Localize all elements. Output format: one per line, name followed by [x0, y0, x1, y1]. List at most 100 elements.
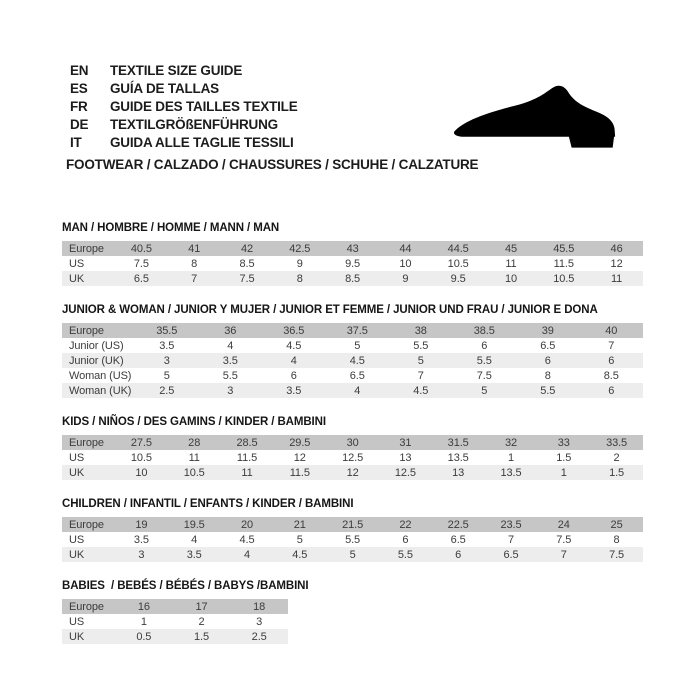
- size-value: 25: [610, 518, 623, 531]
- table-row: Junior (UK) 3 3.5 4 4.5 5 5.5 6 6: [62, 353, 643, 368]
- size-value: 7.5: [609, 548, 625, 561]
- size-value: 6: [290, 369, 297, 382]
- size-value: 12: [346, 466, 359, 479]
- language-row: ES GUÍA DE TALLAS: [70, 79, 298, 97]
- size-value: 10: [504, 272, 517, 285]
- size-value: 7.5: [476, 369, 492, 382]
- section-title: JUNIOR & WOMAN / JUNIOR Y MUJER / JUNIOR…: [62, 304, 598, 316]
- size-value: 10.5: [447, 257, 469, 270]
- size-value: 28.5: [236, 436, 258, 449]
- size-value: 12: [610, 257, 623, 270]
- size-value: 21: [293, 518, 306, 531]
- size-value: 13.5: [500, 466, 522, 479]
- size-value: 7: [560, 548, 567, 561]
- size-value: 7.5: [556, 533, 572, 546]
- size-value: 5.5: [397, 548, 413, 561]
- size-value: 40.5: [130, 242, 152, 255]
- table-row: Europe 27.5 28 28.5 29.5 30 31 31.5 32 33 33.5: [62, 435, 643, 450]
- row-label: Europe: [69, 242, 104, 255]
- size-value: 8: [613, 533, 620, 546]
- size-value: 27.5: [130, 436, 152, 449]
- size-value: 11: [610, 272, 623, 285]
- language-row: EN TEXTILE SIZE GUIDE: [70, 61, 298, 79]
- size-value: 11: [241, 466, 253, 479]
- size-value: 6: [608, 354, 615, 367]
- size-value: 44: [399, 242, 412, 255]
- size-value: 3: [256, 615, 263, 628]
- size-value: 5.5: [345, 533, 361, 546]
- size-value: 36.5: [283, 324, 305, 337]
- size-value: 5.5: [476, 354, 492, 367]
- size-value: 36: [224, 324, 237, 337]
- table-row: Europe 40.5 41 42 42.5 43 44 44.5 45 45.5 46: [62, 241, 643, 256]
- row-label: US: [69, 451, 85, 464]
- size-value: 1.5: [194, 630, 209, 643]
- size-value: 30: [346, 436, 359, 449]
- table-row: UK 6.5 7 7.5 8 8.5 9 9.5 10 10.5 11: [62, 271, 643, 286]
- size-value: 29.5: [289, 436, 311, 449]
- size-value: 11.5: [236, 451, 258, 464]
- row-label: Woman (UK): [69, 384, 132, 397]
- size-value: 23.5: [500, 518, 522, 531]
- row-label: Europe: [69, 600, 104, 613]
- size-value: 12.5: [342, 451, 364, 464]
- table-row: Europe 19 19.5 20 21 21.5 22 22.5 23.5 24 25: [62, 517, 643, 532]
- size-value: 3.5: [159, 339, 175, 352]
- size-value: 4: [354, 384, 361, 397]
- size-value: 3.5: [186, 548, 202, 561]
- size-value: 42.5: [289, 242, 311, 255]
- size-value: 7.5: [133, 257, 149, 270]
- row-label: UK: [69, 548, 85, 561]
- size-value: 7: [191, 272, 198, 285]
- size-value: 13: [452, 466, 465, 479]
- size-value: 4: [227, 339, 234, 352]
- table-row: Junior (US) 3.5 4 4.5 5 5.5 6 6.5 7: [62, 338, 643, 353]
- size-value: 8: [296, 272, 303, 285]
- size-value: 8.5: [603, 369, 619, 382]
- size-value: 7.5: [239, 272, 255, 285]
- language-label: GUÍA DE TALLAS: [110, 80, 219, 96]
- size-value: 3.5: [133, 533, 149, 546]
- section-title: CHILDREN / INFANTIL / ENFANTS / KINDER /…: [62, 498, 354, 510]
- table-row: US 7.5 8 8.5 9 9.5 10 10.5 11 11.5 12: [62, 256, 643, 271]
- size-value: 5.5: [413, 339, 429, 352]
- size-value: 8.5: [345, 272, 361, 285]
- size-value: 7: [417, 369, 424, 382]
- size-value: 22.5: [447, 518, 469, 531]
- size-value: 5.5: [540, 384, 556, 397]
- size-value: 45: [504, 242, 517, 255]
- size-value: 3.5: [286, 384, 302, 397]
- size-value: 6.5: [540, 339, 556, 352]
- size-section: CHILDREN / INFANTIL / ENFANTS / KINDER /…: [62, 498, 643, 562]
- table-row: UK 10 10.5 11 11.5 12 12.5 13 13.5 1 1.5: [62, 465, 643, 480]
- size-value: 3.5: [222, 354, 238, 367]
- size-value: 10.5: [553, 272, 575, 285]
- size-value: 0.5: [136, 630, 152, 643]
- row-label: Junior (UK): [69, 354, 124, 367]
- size-value: 5: [349, 548, 356, 561]
- size-value: 6: [455, 548, 462, 561]
- size-value: 6.5: [450, 533, 466, 546]
- size-value: 13: [399, 451, 412, 464]
- size-value: 40: [605, 324, 618, 337]
- size-value: 22: [399, 518, 412, 531]
- size-value: 24: [557, 518, 570, 531]
- language-code: IT: [70, 134, 82, 150]
- size-value: 6.5: [349, 369, 365, 382]
- size-value: 20: [240, 518, 254, 531]
- size-value: 32: [504, 436, 517, 449]
- language-code: ES: [70, 80, 88, 96]
- size-value: 31.5: [447, 436, 469, 449]
- size-value: 13.5: [447, 451, 469, 464]
- size-value: 17: [195, 600, 208, 613]
- size-value: 4: [191, 533, 198, 546]
- size-value: 1.5: [609, 466, 625, 479]
- table-row: Europe 16 17 18: [62, 599, 288, 614]
- row-label: Europe: [69, 324, 104, 337]
- size-value: 19: [135, 518, 148, 531]
- row-label: Europe: [69, 518, 104, 531]
- size-value: 46: [610, 242, 623, 255]
- size-value: 10: [135, 466, 148, 479]
- size-value: 4.5: [292, 548, 308, 561]
- size-value: 1.5: [556, 451, 572, 464]
